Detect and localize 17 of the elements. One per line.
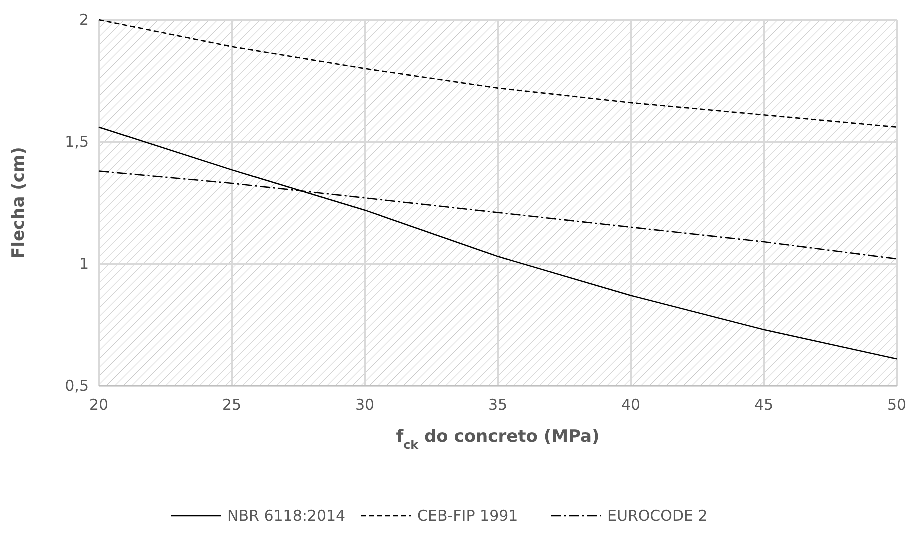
y-tick-label: 0,5 [65, 377, 89, 395]
x-axis-title: f$_{ck}$ do concreto (MPa) [396, 427, 600, 452]
x-tick-label: 35 [488, 396, 508, 414]
x-tick-label: 40 [621, 396, 641, 414]
legend-label: EUROCODE 2 [608, 507, 708, 525]
x-tick-label: 50 [887, 396, 907, 414]
y-axis-title: Flecha (cm) [9, 147, 29, 259]
legend-label: CEB-FIP 1991 [418, 507, 518, 525]
y-tick-label: 1,5 [65, 133, 89, 151]
x-tick-label: 25 [222, 396, 242, 414]
y-tick-label: 1 [79, 255, 89, 273]
x-tick-label: 20 [89, 396, 109, 414]
y-tick-label: 2 [79, 11, 89, 29]
x-tick-label: 45 [754, 396, 774, 414]
line-series [98, 126, 898, 360]
x-tick-label: 30 [355, 396, 375, 414]
legend-label: NBR 6118:2014 [228, 507, 346, 525]
